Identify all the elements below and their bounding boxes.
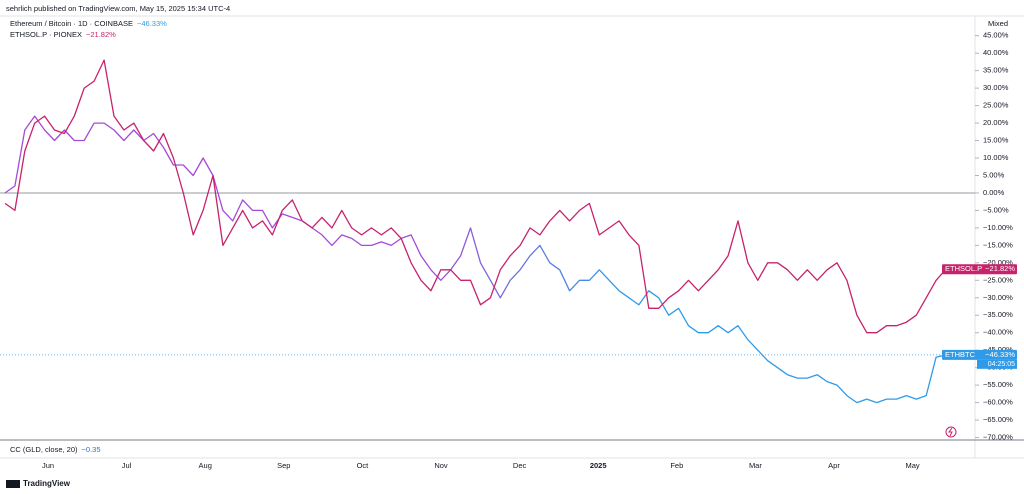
y-tick-label: 15.00% [983, 136, 1009, 145]
tag-box [977, 359, 1017, 369]
x-tick-label: Feb [670, 461, 683, 470]
legend-name: ETHSOL.P · PIONEX [10, 30, 82, 39]
x-tick-label: Jun [42, 461, 54, 470]
tag-box [942, 264, 1017, 275]
y-tick-label: −10.00% [983, 223, 1013, 232]
y-tick-label: −55.00% [983, 380, 1013, 389]
legend-value: −46.33% [137, 19, 167, 28]
legend-name: Ethereum / Bitcoin · 1D · COINBASE [10, 19, 133, 28]
icon [945, 426, 957, 438]
y-tick-label: −65.00% [983, 415, 1013, 424]
y-tick-label: −60.00% [983, 398, 1013, 407]
x-tick-label: Apr [828, 461, 840, 470]
tag-name: ETHBTC [945, 350, 976, 359]
footer: TradingView [23, 479, 71, 488]
series-line [4, 115, 947, 404]
tag-time: 04:25:05 [988, 361, 1015, 368]
logo [6, 480, 20, 488]
y-tick-label: −45.00% [983, 345, 1013, 354]
tag-value: −46.33% [985, 350, 1015, 359]
y-tick-label: −35.00% [983, 310, 1013, 319]
x-tick-label: Aug [199, 461, 212, 470]
y-tick-label: −70.00% [983, 433, 1013, 442]
x-tick-label: Oct [357, 461, 370, 470]
indicator-label: CC (GLD, close, 20) [10, 445, 78, 454]
y-tick-label: 10.00% [983, 153, 1009, 162]
y-tick-label: 25.00% [983, 101, 1009, 110]
indicator-value: −0.35 [82, 445, 101, 454]
tag-name: ETHSOL.P [945, 264, 982, 273]
y-tick-label: −40.00% [983, 328, 1013, 337]
y-tick-label: 20.00% [983, 118, 1009, 127]
y-tick-label: 30.00% [983, 83, 1009, 92]
x-tick-label: Jul [122, 461, 132, 470]
icon [948, 427, 953, 437]
tag-box [942, 349, 1017, 360]
y-tick-label: 40.00% [983, 48, 1009, 57]
x-tick-label: Dec [513, 461, 527, 470]
y-tick-label: −30.00% [983, 293, 1013, 302]
tag-value: −21.82% [985, 264, 1015, 273]
series-line [4, 59, 947, 334]
y-tick-label: 0.00% [983, 188, 1005, 197]
y-tick-label: 35.00% [983, 66, 1009, 75]
x-tick-label: 2025 [590, 461, 607, 470]
legend-value: −21.82% [86, 30, 116, 39]
y-tick-label: −15.00% [983, 240, 1013, 249]
x-tick-label: May [906, 461, 920, 470]
x-tick-label: Mar [749, 461, 762, 470]
y-tick-label: 5.00% [983, 170, 1005, 179]
y-tick-label: −25.00% [983, 275, 1013, 284]
x-tick-label: Nov [434, 461, 448, 470]
scale-mode: Mixed [988, 19, 1008, 28]
y-tick-label: −5.00% [983, 205, 1009, 214]
header: sehrlich published on TradingView.com, M… [6, 4, 230, 13]
y-tick-label: 45.00% [983, 31, 1009, 40]
y-tick-label: −20.00% [983, 258, 1013, 267]
x-tick-label: Sep [277, 461, 290, 470]
